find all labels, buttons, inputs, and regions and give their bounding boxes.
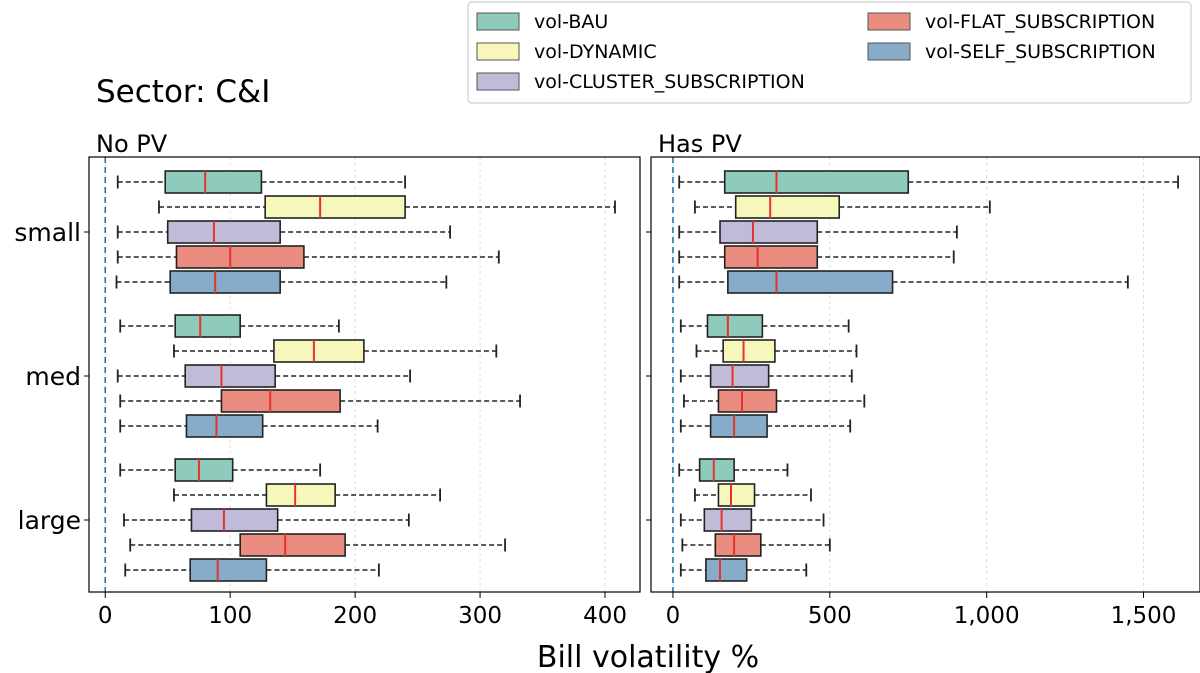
legend-label: vol-CLUSTER_SUBSCRIPTION — [534, 71, 805, 93]
x-tick-label: 400 — [583, 603, 627, 629]
box-med-vol-cluster_subscription — [679, 364, 853, 388]
box-body — [190, 508, 279, 532]
x-tick-label: 1,000 — [954, 603, 1020, 629]
box-body — [706, 314, 764, 338]
box-med-vol-bau — [679, 314, 850, 338]
legend-swatch — [476, 12, 520, 31]
box-small-vol-flat_subscription — [678, 245, 955, 269]
box-body — [174, 314, 241, 338]
legend-item: vol-CLUSTER_SUBSCRIPTION — [476, 71, 805, 93]
panel-frame — [88, 156, 641, 593]
box-med-vol-flat_subscription — [119, 389, 521, 413]
box-small-vol-bau — [678, 170, 1179, 194]
box-body — [719, 220, 819, 244]
box-small-vol-cluster_subscription — [678, 220, 958, 244]
box-large-vol-flat_subscription — [129, 533, 506, 557]
legend-swatch — [867, 42, 911, 61]
box-small-vol-cluster_subscription — [116, 220, 451, 244]
legend-label: vol-DYNAMIC — [534, 41, 657, 63]
x-tick-label: 200 — [333, 603, 377, 629]
box-large-vol-self_subscription — [124, 558, 380, 582]
box-large-vol-dynamic — [173, 483, 441, 507]
box-body — [189, 558, 268, 582]
box-body — [709, 414, 768, 438]
box-body — [717, 483, 756, 507]
panel-no-pv: 0 100 200 300 400 small med large No PV — [14, 130, 641, 629]
x-tick-label: 100 — [208, 603, 252, 629]
legend-frame — [467, 1, 1192, 104]
box-body — [184, 364, 276, 388]
box-large-vol-flat_subscription — [681, 533, 831, 557]
legend-label: vol-SELF_SUBSCRIPTION — [925, 41, 1156, 63]
box-body — [174, 458, 234, 482]
box-med-vol-dynamic — [695, 339, 858, 363]
box-body — [722, 339, 776, 363]
box-body — [698, 458, 735, 482]
legend-label: vol-FLAT_SUBSCRIPTION — [925, 11, 1155, 33]
legend-swatch — [476, 42, 520, 61]
x-tick-label: 1,500 — [1111, 603, 1177, 629]
category-label: large — [18, 506, 81, 535]
legend: vol-BAU vol-DYNAMIC vol-CLUSTER_SUBSCRIPTI… — [467, 1, 1192, 104]
panels: 0 100 200 300 400 small med large No PV 0 500 1,000… — [14, 130, 1200, 629]
panel-frame — [650, 156, 1200, 593]
box-body — [714, 533, 762, 557]
box-body — [709, 364, 770, 388]
legend-item: vol-FLAT_SUBSCRIPTION — [867, 11, 1155, 33]
box-body — [734, 195, 841, 219]
box-body — [264, 195, 406, 219]
legend-item: vol-BAU — [476, 11, 608, 33]
x-tick-label: 0 — [98, 603, 113, 629]
box-small-vol-dynamic — [694, 195, 991, 219]
box-large-vol-bau — [119, 458, 322, 482]
legend-swatch — [867, 12, 911, 31]
box-large-vol-dynamic — [694, 483, 812, 507]
box-body — [705, 558, 748, 582]
box-large-vol-cluster_subscription — [679, 508, 825, 532]
box-body — [717, 389, 778, 413]
category-label: small — [14, 218, 81, 247]
box-small-vol-flat_subscription — [116, 245, 500, 269]
box-small-vol-dynamic — [158, 195, 616, 219]
box-body — [185, 414, 264, 438]
box-small-vol-bau — [116, 170, 407, 194]
box-body — [727, 270, 894, 294]
x-axis-label: Bill volatility % — [537, 640, 759, 673]
box-small-vol-self_subscription — [678, 270, 1129, 294]
x-tick-label: 500 — [808, 603, 852, 629]
box-large-vol-cluster_subscription — [123, 508, 410, 532]
box-body — [703, 508, 753, 532]
panel-title: No PV — [96, 130, 168, 158]
box-med-vol-flat_subscription — [683, 389, 866, 413]
box-small-vol-self_subscription — [115, 270, 448, 294]
x-tick-label: 300 — [458, 603, 502, 629]
box-body — [265, 483, 336, 507]
box-large-vol-self_subscription — [679, 558, 808, 582]
figure-title: Sector: C&I — [96, 74, 270, 110]
box-med-vol-cluster_subscription — [116, 364, 412, 388]
box-body — [239, 533, 346, 557]
box-med-vol-self_subscription — [119, 414, 379, 438]
box-med-vol-dynamic — [173, 339, 498, 363]
legend-label: vol-BAU — [534, 11, 608, 33]
box-large-vol-bau — [678, 458, 789, 482]
box-med-vol-bau — [119, 314, 340, 338]
panel-has-pv: 0 500 1,000 1,500 Has PV — [646, 130, 1200, 629]
legend-swatch — [476, 72, 520, 91]
box-body — [164, 170, 263, 194]
category-label: med — [25, 362, 81, 391]
legend-item: vol-SELF_SUBSCRIPTION — [867, 41, 1156, 63]
x-tick-label: 0 — [666, 603, 681, 629]
box-body — [723, 170, 910, 194]
box-med-vol-self_subscription — [679, 414, 852, 438]
box-body — [166, 220, 281, 244]
box-body — [220, 389, 341, 413]
panel-title: Has PV — [658, 130, 742, 158]
box-body — [169, 270, 281, 294]
box-body — [273, 339, 365, 363]
box-body — [175, 245, 305, 269]
box-body — [723, 245, 819, 269]
legend-item: vol-DYNAMIC — [476, 41, 657, 63]
